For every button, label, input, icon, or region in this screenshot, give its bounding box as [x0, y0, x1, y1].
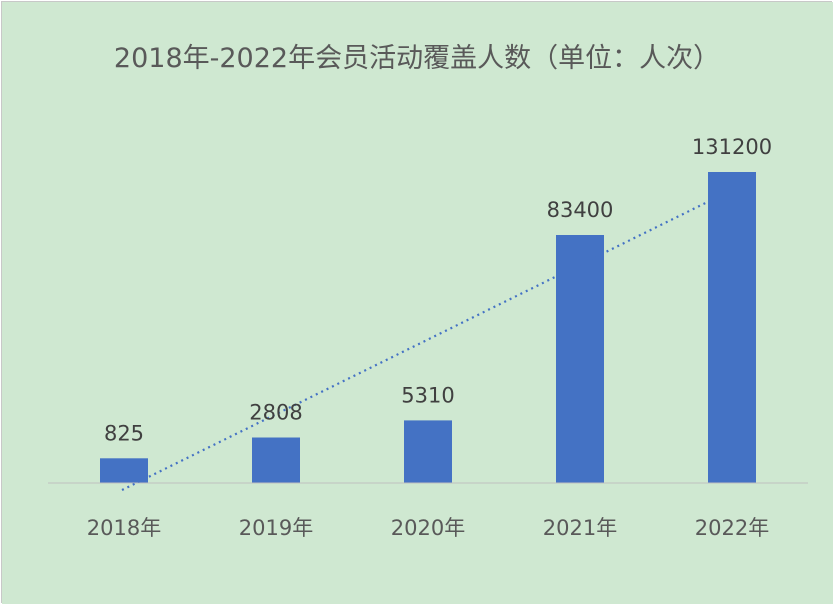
bar-1 [252, 437, 300, 483]
x-axis-ticks: 2018年 2019年 2020年 2021年 2022年 [87, 516, 769, 540]
bar-0 [100, 458, 148, 483]
bar-4 [708, 172, 756, 483]
bar-3 [556, 235, 604, 483]
x-tick-label-3: 2021年 [543, 516, 617, 540]
trend-line [121, 198, 713, 491]
x-tick-label-1: 2019年 [239, 516, 313, 540]
data-label-0: 825 [104, 421, 144, 445]
x-tick-label-4: 2022年 [695, 516, 769, 540]
data-label-3: 83400 [547, 198, 614, 222]
x-tick-label-0: 2018年 [87, 516, 161, 540]
data-label-2: 5310 [401, 383, 454, 407]
bars-layer [100, 172, 756, 483]
data-label-1: 2808 [249, 401, 302, 425]
data-labels-layer: 825 2808 5310 83400 131200 [104, 135, 772, 445]
data-label-4: 131200 [692, 135, 772, 159]
chart-title: 2018年-2022年会员活动覆盖人数（单位：人次） [114, 43, 720, 74]
x-tick-label-2: 2020年 [391, 516, 465, 540]
bar-2 [404, 420, 452, 483]
